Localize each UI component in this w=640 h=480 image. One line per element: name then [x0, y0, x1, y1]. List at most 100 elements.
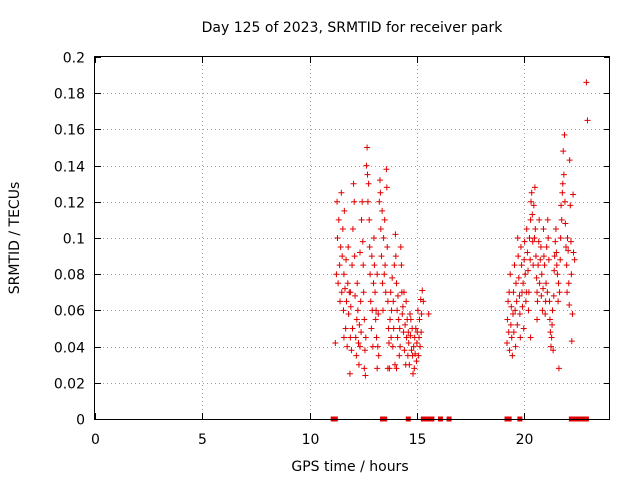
data-point [420, 298, 427, 305]
data-point [525, 267, 532, 274]
data-point [379, 307, 386, 314]
data-point [361, 365, 368, 372]
data-point [338, 289, 345, 296]
data-point [394, 334, 401, 341]
data-point [385, 325, 392, 332]
data-point [528, 189, 535, 196]
data-point [402, 321, 409, 328]
y-tick-label: 0.02 [54, 377, 85, 393]
data-point [362, 372, 369, 379]
data-points [332, 79, 591, 379]
data-point [541, 262, 548, 269]
data-point [392, 231, 399, 238]
data-point [517, 244, 524, 251]
x-axis-label: GPS time / hours [291, 459, 408, 475]
data-point [359, 238, 366, 245]
data-point [555, 298, 562, 305]
data-point [372, 289, 379, 296]
data-point [527, 256, 534, 263]
data-point [405, 329, 412, 336]
data-point [390, 325, 397, 332]
data-point [351, 198, 358, 205]
data-point [563, 262, 570, 269]
data-point [376, 177, 383, 184]
data-point [513, 280, 520, 287]
data-point [540, 253, 547, 260]
data-point [349, 225, 356, 232]
data-point [353, 352, 360, 359]
data-point [395, 316, 402, 323]
data-point [358, 216, 365, 223]
data-point [540, 285, 547, 292]
data-point [521, 256, 528, 263]
data-point [544, 216, 551, 223]
data-point [544, 289, 551, 296]
data-point [528, 198, 535, 205]
data-point [355, 361, 362, 368]
data-point [374, 365, 381, 372]
data-point [512, 307, 519, 314]
data-point [522, 271, 529, 278]
data-point [551, 253, 558, 260]
data-point [410, 370, 417, 377]
data-point [340, 271, 347, 278]
data-point [341, 285, 348, 292]
chart-title: Day 125 of 2023, SRMTID for receiver par… [202, 20, 504, 36]
data-point [564, 289, 571, 296]
data-point [364, 144, 371, 151]
data-point [362, 334, 369, 341]
data-point [375, 311, 382, 318]
data-point [391, 262, 398, 269]
data-point [560, 171, 567, 178]
data-point [510, 329, 517, 336]
data-point [407, 311, 414, 318]
data-point [532, 225, 539, 232]
data-point [419, 287, 426, 294]
data-point [335, 280, 342, 287]
data-point [407, 332, 414, 339]
data-point [351, 253, 358, 260]
data-point [344, 280, 351, 287]
data-point [549, 321, 556, 328]
data-point [356, 321, 363, 328]
data-point [373, 334, 380, 341]
x-tick-label: 5 [198, 432, 207, 448]
data-point [379, 280, 386, 287]
data-point [408, 347, 415, 354]
data-point [399, 311, 406, 318]
data-point [375, 352, 382, 359]
data-point [570, 191, 577, 198]
data-point [522, 298, 529, 305]
data-point [384, 365, 391, 372]
data-point [504, 316, 511, 323]
data-point [412, 325, 419, 332]
data-point [394, 307, 401, 314]
x-tick-label: 15 [409, 432, 427, 448]
data-point [561, 198, 568, 205]
data-point [516, 292, 523, 299]
data-point [397, 343, 404, 350]
data-point [542, 311, 549, 318]
data-point [566, 157, 573, 164]
data-point [343, 256, 350, 263]
data-point [513, 298, 520, 305]
data-point [553, 249, 560, 256]
data-point [537, 256, 544, 263]
y-tick-label: 0.12 [54, 196, 85, 212]
data-point [533, 274, 540, 281]
data-point [518, 262, 525, 269]
data-point [371, 262, 378, 269]
data-point [381, 271, 388, 278]
data-point [384, 298, 391, 305]
data-point [373, 307, 380, 314]
data-point [508, 334, 515, 341]
data-point [531, 235, 538, 241]
data-point [525, 289, 532, 296]
data-point [416, 334, 423, 341]
data-point [390, 298, 397, 305]
data-point [357, 343, 364, 350]
data-point [539, 307, 546, 314]
data-point [358, 329, 365, 336]
data-point [417, 343, 424, 350]
